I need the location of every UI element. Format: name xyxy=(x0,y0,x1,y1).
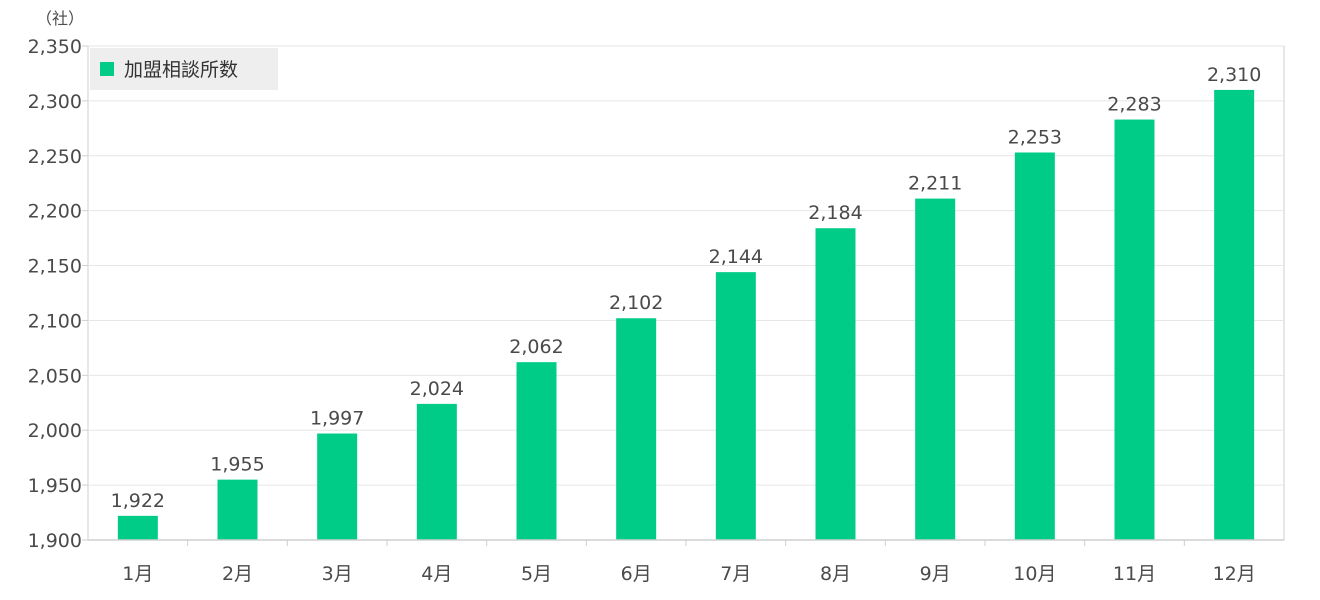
y-tick-label: 2,150 xyxy=(28,256,82,278)
bar xyxy=(1114,119,1155,540)
bar-value-label: 2,024 xyxy=(410,378,464,400)
x-tick-label: 12月 xyxy=(1213,563,1256,585)
bar xyxy=(915,198,956,540)
y-tick-label: 1,900 xyxy=(28,530,82,552)
x-tick-label: 5月 xyxy=(521,563,552,585)
bar-value-label: 2,253 xyxy=(1008,126,1062,148)
x-tick-label: 2月 xyxy=(222,563,253,585)
legend-background xyxy=(90,48,278,90)
x-tick-label: 3月 xyxy=(322,563,353,585)
bar-value-label: 2,184 xyxy=(808,202,862,224)
bar-value-label: 2,144 xyxy=(709,246,763,268)
legend: 加盟相談所数 xyxy=(90,48,278,90)
bar xyxy=(715,272,756,540)
y-tick-label: 2,050 xyxy=(28,365,82,387)
bar-value-label: 1,922 xyxy=(111,490,165,512)
bar xyxy=(416,403,457,540)
y-tick-label: 1,950 xyxy=(28,475,82,497)
x-tick-label: 4月 xyxy=(421,563,452,585)
x-tick-label: 6月 xyxy=(621,563,652,585)
bar xyxy=(815,228,856,540)
x-tick-label: 11月 xyxy=(1113,563,1156,585)
x-tick-label: 7月 xyxy=(720,563,751,585)
bars-layer xyxy=(117,89,1255,541)
y-tick-label: 2,300 xyxy=(28,91,82,113)
plot-frame xyxy=(87,45,1285,541)
bar xyxy=(117,515,158,540)
y-tick-label: 2,100 xyxy=(28,310,82,332)
axis-layer: 1,900 1,950 2,000 2,050 2,100 2,150 2,200 2,250… xyxy=(28,36,1284,585)
legend-swatch xyxy=(100,62,114,76)
y-axis-unit-label: （社） xyxy=(36,9,84,28)
x-tick-label: 1月 xyxy=(122,563,153,585)
y-tick-label: 2,200 xyxy=(28,201,82,223)
y-tick-label: 2,000 xyxy=(28,420,82,442)
bar xyxy=(1014,152,1055,541)
y-tick-label: 2,250 xyxy=(28,146,82,168)
bar xyxy=(317,433,358,540)
bar xyxy=(1214,89,1255,541)
bar-value-label: 1,997 xyxy=(310,408,364,430)
grid-layer xyxy=(87,45,1285,541)
bar-value-label: 2,283 xyxy=(1107,94,1161,116)
bar-value-label: 1,955 xyxy=(210,454,264,476)
bar-value-label: 2,062 xyxy=(509,336,563,358)
y-tick-label: 2,350 xyxy=(28,36,82,58)
bar-value-label: 2,211 xyxy=(908,173,962,195)
bar xyxy=(616,318,657,540)
x-tick-label: 10月 xyxy=(1013,563,1056,585)
bar-value-label: 2,102 xyxy=(609,292,663,314)
legend-label: 加盟相談所数 xyxy=(124,59,238,81)
x-tick-label: 8月 xyxy=(820,563,851,585)
data-labels-layer: 1,922 1,955 1,997 2,024 2,062 2,102 2,144 2,184… xyxy=(111,64,1262,512)
bar xyxy=(217,479,258,540)
bar xyxy=(516,362,557,540)
x-tick-label: 9月 xyxy=(920,563,951,585)
bar-value-label: 2,310 xyxy=(1207,64,1261,86)
